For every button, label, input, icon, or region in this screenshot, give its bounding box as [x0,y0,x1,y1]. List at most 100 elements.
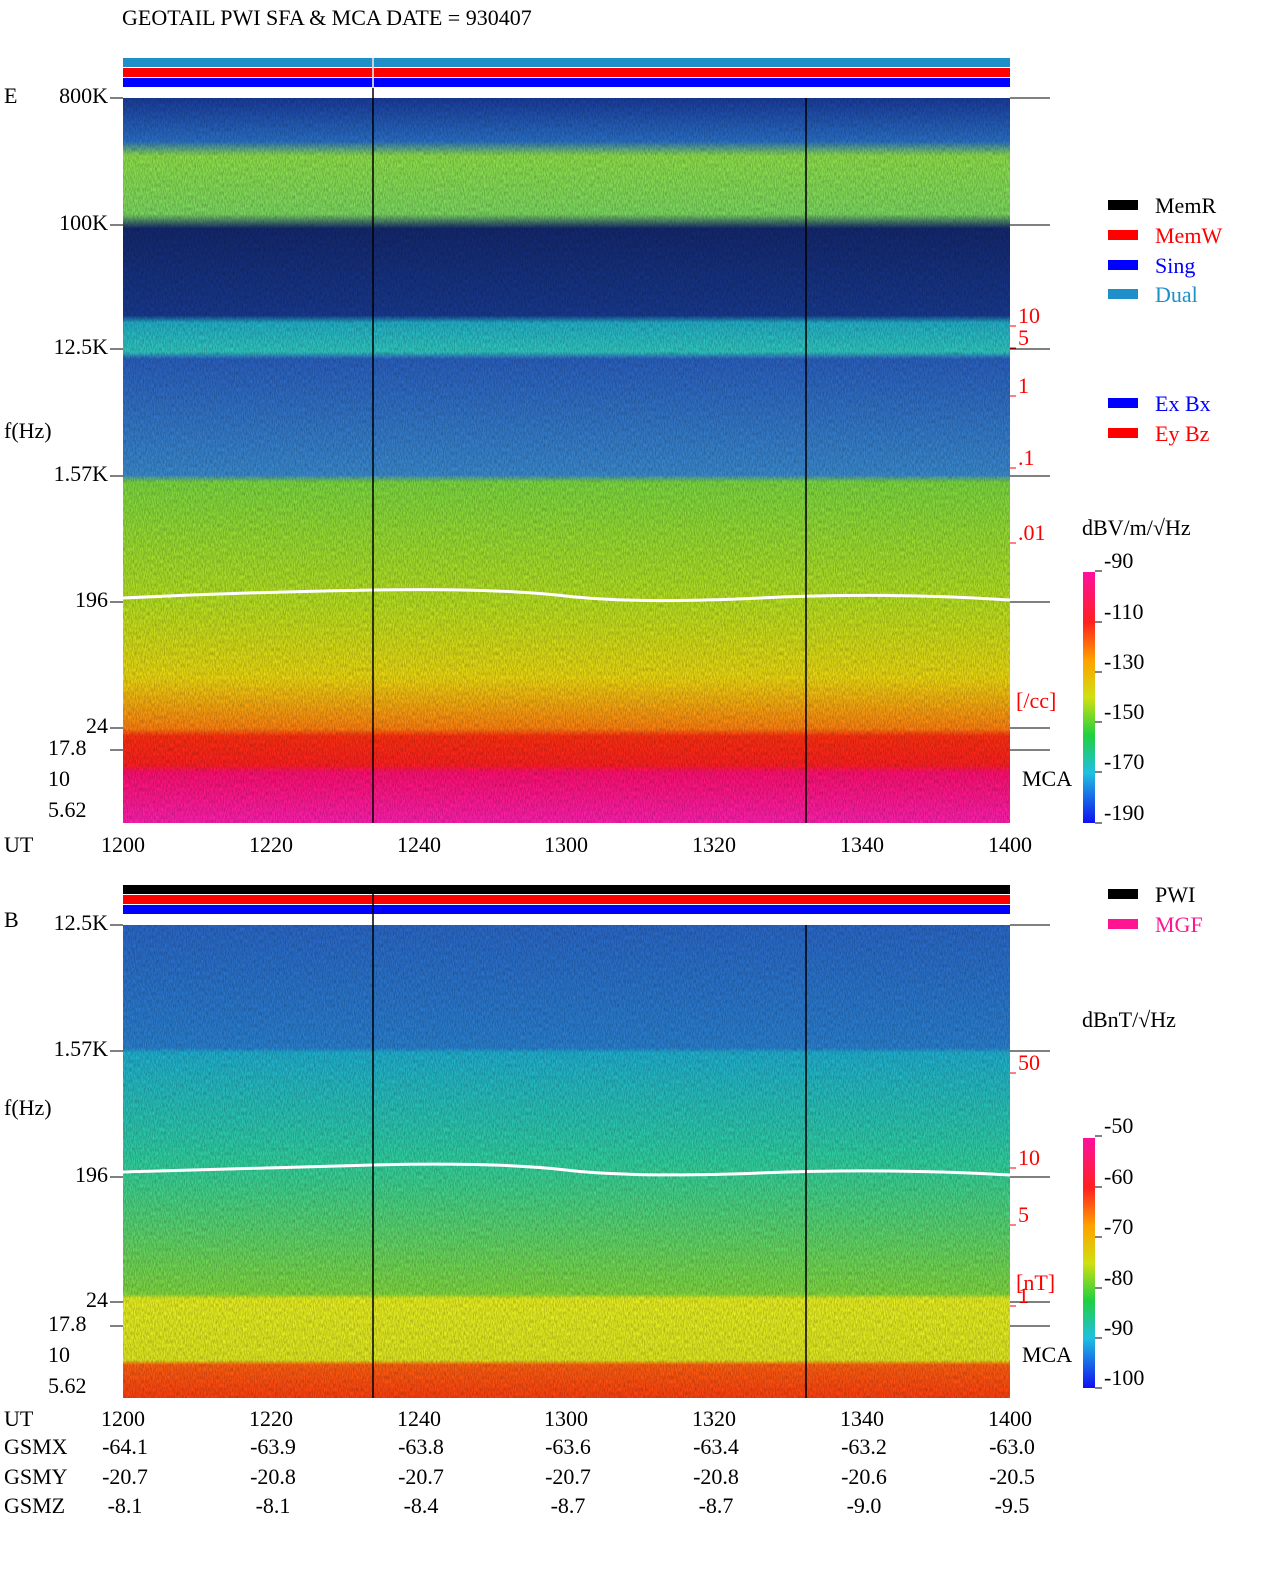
density-tick-label: 50 [1018,1050,1040,1075]
x-tick-label: 1200 [101,1406,145,1431]
legend-label: MemR [1155,193,1216,218]
density-tick-label: .01 [1018,520,1046,545]
y-tick-label: 17.8 [48,1311,87,1336]
y-tick-label: 800K [59,83,108,108]
y-tick-label: 5.62 [48,1373,87,1398]
legend-label: PWI [1155,882,1195,907]
orbit-value: -20.5 [989,1464,1035,1489]
x-tick-label: 1240 [397,1406,441,1431]
legend-swatch [1108,398,1138,408]
y-tick-label: 1.57K [54,1036,109,1061]
orbit-value: -20.8 [250,1464,296,1489]
colorbar-tick-label: -130 [1104,649,1144,674]
orbit-value: -8.7 [699,1493,734,1518]
legend-label: Ex Bx [1155,391,1211,416]
orbit-value: -9.0 [847,1493,882,1518]
orbit-value: -8.1 [256,1493,291,1518]
x-tick-label: 1320 [692,1406,736,1431]
x-tick-label: 1320 [692,832,736,857]
colorbar-tick-label: -190 [1104,800,1144,825]
density-tick-label: .1 [1018,445,1035,470]
title: GEOTAIL PWI SFA & MCA DATE = 930407 [122,5,532,30]
mode-bar [123,78,1010,87]
orbit-value: -8.4 [404,1493,439,1518]
legend-swatch [1108,289,1138,299]
colorbar-tick-label: -150 [1104,699,1144,724]
orbit-label: GSMX [4,1434,68,1459]
legend-swatch [1108,428,1138,438]
mode-bar [123,68,1010,77]
x-axis-label: UT [4,1406,34,1431]
colorbar-tick-label: -170 [1104,749,1144,774]
orbit-value: -20.8 [693,1464,739,1489]
orbit-value: -63.4 [693,1434,739,1459]
y-axis-label: f(Hz) [4,418,52,443]
orbit-value: -63.9 [250,1434,296,1459]
legend-swatch [1108,260,1138,270]
y-tick-label: 10 [48,1342,70,1367]
y-tick-label: 100K [59,210,108,235]
colorbar-tick-label: -100 [1104,1365,1144,1390]
x-tick-label: 1400 [988,1406,1032,1431]
legend-label: Dual [1155,282,1198,307]
mca-label: MCA [1022,1342,1072,1367]
orbit-value: -63.0 [989,1434,1035,1459]
orbit-value: -20.7 [102,1464,148,1489]
y-tick-label: 1.57K [54,461,109,486]
density-unit: [nT] [1016,1270,1055,1295]
colorbar-tick-label: -90 [1104,1315,1133,1340]
orbit-value: -8.1 [108,1493,143,1518]
legend-swatch [1108,230,1138,240]
x-tick-label: 1340 [840,832,884,857]
orbit-value: -63.2 [841,1434,887,1459]
density-tick-label: 5 [1018,325,1029,350]
legend-label: MGF [1155,912,1203,937]
orbit-label: GSMY [4,1464,68,1489]
mode-bar [123,58,1010,67]
density-tick-label: 10 [1018,303,1040,328]
mca-label: MCA [1022,766,1072,791]
y-tick-label: 196 [75,1162,108,1187]
orbit-value: -9.5 [995,1493,1030,1518]
legend-label: Ey Bz [1155,421,1210,446]
orbit-value: -63.6 [545,1434,591,1459]
mode-bar [123,905,1010,914]
y-tick-label: 12.5K [54,334,109,359]
orbit-value: -20.7 [398,1464,444,1489]
colorbar-tick-label: -70 [1104,1214,1133,1239]
panel-label: B [4,907,19,932]
orbit-value: -63.8 [398,1434,444,1459]
orbit-label: GSMZ [4,1493,65,1518]
density-tick-label: 5 [1018,1202,1029,1227]
mode-bar [123,885,1010,894]
spectrogram-texture [123,98,1010,823]
y-axis-label: f(Hz) [4,1095,52,1120]
y-tick-label: 10 [48,766,70,791]
colorbar [1083,1138,1095,1388]
orbit-value: -64.1 [102,1434,148,1459]
x-tick-label: 1200 [101,832,145,857]
legend-swatch [1108,919,1138,929]
legend-swatch [1108,889,1138,899]
colorbar-unit: dBV/m/√Hz [1082,515,1191,540]
y-tick-label: 24 [86,1287,108,1312]
orbit-value: -8.7 [551,1493,586,1518]
colorbar [1083,572,1095,823]
colorbar-tick-label: -90 [1104,548,1133,573]
x-tick-label: 1400 [988,832,1032,857]
x-tick-label: 1300 [544,1406,588,1431]
x-tick-label: 1220 [249,832,293,857]
density-tick-label: 1 [1018,1283,1029,1308]
x-tick-label: 1240 [397,832,441,857]
y-tick-label: 24 [86,713,108,738]
x-tick-label: 1220 [249,1406,293,1431]
legend-swatch [1108,200,1138,210]
colorbar-unit: dBnT/√Hz [1082,1007,1176,1032]
colorbar-tick-label: -110 [1104,599,1144,624]
spectrogram-texture [123,925,1010,1398]
orbit-value: -20.6 [841,1464,887,1489]
colorbar-tick-label: -60 [1104,1164,1133,1189]
panel-label: E [4,83,17,108]
event-lines [372,58,807,1398]
